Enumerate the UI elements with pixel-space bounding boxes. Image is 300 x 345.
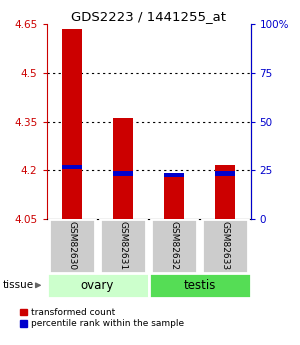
Bar — [215, 171, 235, 176]
Legend: transformed count, percentile rank within the sample: transformed count, percentile rank withi… — [20, 308, 184, 328]
Bar — [151, 219, 197, 273]
Bar — [113, 118, 133, 219]
Bar — [202, 219, 248, 273]
Bar — [164, 174, 184, 219]
Text: ovary: ovary — [81, 279, 114, 292]
Text: GSM82630: GSM82630 — [68, 221, 76, 270]
Bar — [113, 171, 133, 176]
Bar — [164, 173, 184, 177]
Bar — [62, 29, 82, 219]
Bar — [100, 219, 146, 273]
Title: GDS2223 / 1441255_at: GDS2223 / 1441255_at — [71, 10, 226, 23]
Bar — [46, 273, 148, 298]
Text: GSM82631: GSM82631 — [118, 221, 127, 270]
Bar — [148, 273, 250, 298]
Bar — [215, 166, 235, 219]
Text: GSM82633: GSM82633 — [220, 221, 230, 270]
Bar — [49, 219, 95, 273]
Bar — [62, 165, 82, 169]
Text: tissue: tissue — [3, 280, 34, 290]
Text: testis: testis — [183, 279, 216, 292]
Text: GSM82632: GSM82632 — [169, 221, 178, 270]
